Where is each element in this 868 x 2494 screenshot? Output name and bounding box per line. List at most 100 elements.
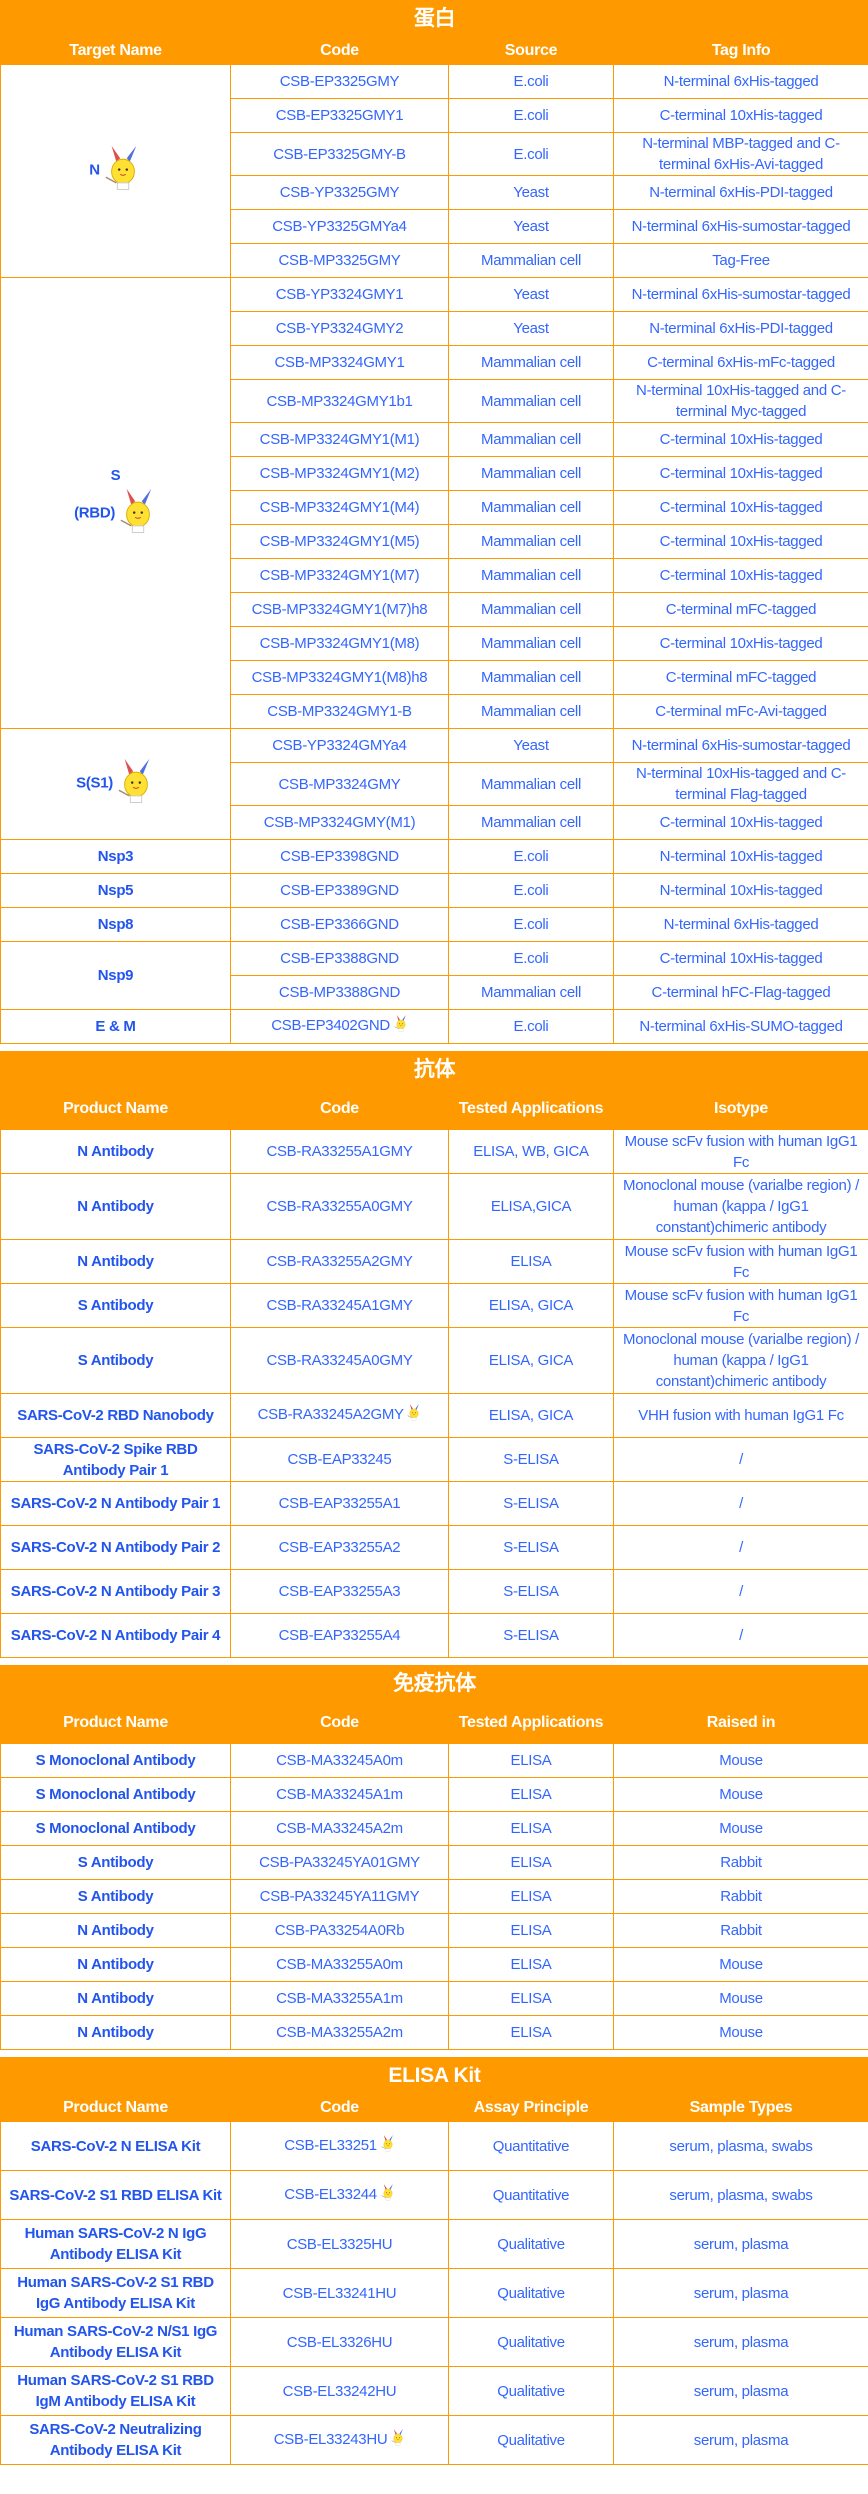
product-name-cell[interactable]: SARS-CoV-2 N Antibody Pair 3 [0, 1569, 231, 1614]
code[interactable]: CSB-EL33242HU [282, 2382, 397, 2400]
code[interactable]: CSB-RA33245A1GMY [266, 1297, 413, 1314]
code[interactable]: CSB-PA33245YA01GMY [259, 1854, 420, 1871]
code-cell[interactable]: CSB-EL33244 [230, 2170, 449, 2220]
code[interactable]: CSB-MP3324GMY(M1) [263, 814, 416, 831]
code-cell[interactable]: CSB-EP3388GND [230, 941, 449, 976]
product-name-cell[interactable]: SARS-CoV-2 Neutralizing Antibody ELISA K… [0, 2415, 231, 2465]
code[interactable]: CSB-RA33255A2GMY [266, 1253, 413, 1270]
code-cell[interactable]: CSB-MP3324GMY(M1) [230, 805, 449, 840]
code[interactable]: CSB-MP3324GMY1-B [267, 703, 412, 720]
code-cell[interactable]: CSB-EAP33255A4 [230, 1613, 449, 1658]
code[interactable]: CSB-EP3388GND [280, 950, 399, 967]
code-cell[interactable]: CSB-EP3366GND [230, 907, 449, 942]
product-name[interactable]: SARS-CoV-2 N Antibody Pair 3 [10, 1583, 221, 1600]
code-cell[interactable]: CSB-YP3324GMY1 [230, 277, 449, 312]
code-cell[interactable]: CSB-PA33254A0Rb [230, 1913, 449, 1948]
code-cell[interactable]: CSB-EP3402GND [230, 1009, 449, 1044]
code[interactable]: CSB-YP3324GMY2 [275, 320, 404, 337]
code[interactable]: CSB-MP3324GMY1(M8) [259, 635, 420, 652]
code-cell[interactable]: CSB-EAP33255A3 [230, 1569, 449, 1614]
product-name-cell[interactable]: N Antibody [0, 2015, 231, 2050]
code-cell[interactable]: CSB-MP3388GND [230, 975, 449, 1010]
product-name-cell[interactable]: S Antibody [0, 1283, 231, 1328]
code-cell[interactable]: CSB-MP3324GMY1(M2) [230, 456, 449, 491]
code-cell[interactable]: CSB-YP3324GMY2 [230, 311, 449, 346]
code[interactable]: CSB-YP3324GMY1 [275, 286, 404, 303]
product-name[interactable]: S Monoclonal Antibody [35, 1786, 196, 1803]
code[interactable]: CSB-MP3324GMY1(M7) [259, 567, 420, 584]
code[interactable]: CSB-EL3326HU [286, 2333, 393, 2351]
product-name-cell[interactable]: SARS-CoV-2 Spike RBD Antibody Pair 1 [0, 1437, 231, 1482]
product-name-cell[interactable]: N Antibody [0, 1981, 231, 2016]
product-name-cell[interactable]: SARS-CoV-2 S1 RBD ELISA Kit [0, 2170, 231, 2220]
product-name[interactable]: SARS-CoV-2 RBD Nanobody [17, 1407, 214, 1424]
code-cell[interactable]: CSB-MP3324GMY1(M4) [230, 490, 449, 525]
product-name-cell[interactable]: SARS-CoV-2 N Antibody Pair 1 [0, 1481, 231, 1526]
product-name[interactable]: S Monoclonal Antibody [35, 1820, 196, 1837]
product-name[interactable]: Human SARS-CoV-2 S1 RBD IgG Antibody ELI… [17, 2274, 214, 2312]
product-name[interactable]: N Antibody [77, 1253, 154, 1270]
product-name[interactable]: SARS-CoV-2 S1 RBD ELISA Kit [9, 2186, 222, 2204]
product-name-cell[interactable]: S Antibody [0, 1845, 231, 1880]
product-name[interactable]: S Monoclonal Antibody [35, 1752, 196, 1769]
code-cell[interactable]: CSB-PA33245YA11GMY [230, 1879, 449, 1914]
code[interactable]: CSB-EL3325HU [286, 2235, 393, 2253]
code-cell[interactable]: CSB-YP3324GMYa4 [230, 728, 449, 763]
product-name[interactable]: SARS-CoV-2 Spike RBD Antibody Pair 1 [33, 1440, 198, 1479]
product-name-cell[interactable]: N Antibody [0, 1173, 231, 1240]
code[interactable]: CSB-EAP33255A1 [278, 1495, 401, 1512]
code[interactable]: CSB-MA33255A2m [276, 2024, 403, 2041]
product-name-cell[interactable]: S Antibody [0, 1879, 231, 1914]
product-name[interactable]: N Antibody [77, 2024, 154, 2041]
product-name-cell[interactable]: N Antibody [0, 1129, 231, 1174]
code[interactable]: CSB-MA33245A2m [276, 1820, 403, 1837]
code-cell[interactable]: CSB-RA33255A0GMY [230, 1173, 449, 1240]
code-cell[interactable]: CSB-EP3325GMY1 [230, 98, 449, 133]
product-name[interactable]: N Antibody [77, 1143, 154, 1160]
product-name-cell[interactable]: Human SARS-CoV-2 N/S1 IgG Antibody ELISA… [0, 2317, 231, 2367]
code[interactable]: CSB-MA33255A1m [276, 1990, 403, 2007]
code[interactable]: CSB-MP3324GMY1(M1) [259, 431, 420, 448]
code-cell[interactable]: CSB-EAP33255A1 [230, 1481, 449, 1526]
product-name[interactable]: N Antibody [77, 1922, 154, 1939]
product-name[interactable]: SARS-CoV-2 N Antibody Pair 4 [10, 1627, 221, 1644]
code-cell[interactable]: CSB-RA33245A2GMY [230, 1393, 449, 1438]
product-name-cell[interactable]: SARS-CoV-2 N Antibody Pair 2 [0, 1525, 231, 1570]
code-cell[interactable]: CSB-MA33245A1m [230, 1777, 449, 1812]
product-name-cell[interactable]: Human SARS-CoV-2 N IgG Antibody ELISA Ki… [0, 2219, 231, 2269]
code-cell[interactable]: CSB-MP3324GMY1(M7)h8 [230, 592, 449, 627]
code[interactable]: CSB-YP3324GMYa4 [272, 737, 407, 754]
product-name-cell[interactable]: S Antibody [0, 1327, 231, 1394]
code[interactable]: CSB-RA33245A0GMY [266, 1352, 413, 1369]
code[interactable]: CSB-EL33244 [284, 2185, 377, 2203]
code-cell[interactable]: CSB-EL33242HU [230, 2366, 449, 2416]
code-cell[interactable]: CSB-MP3324GMY1(M8)h8 [230, 660, 449, 695]
code[interactable]: CSB-EAP33255A3 [278, 1583, 401, 1600]
code-cell[interactable]: CSB-EL3326HU [230, 2317, 449, 2367]
code[interactable]: CSB-RA33255A0GMY [266, 1198, 413, 1215]
code[interactable]: CSB-MP3324GMY1(M8)h8 [251, 669, 428, 686]
code-cell[interactable]: CSB-MA33245A0m [230, 1743, 449, 1778]
code[interactable]: CSB-EAP33255A2 [278, 1539, 401, 1556]
product-name-cell[interactable]: Human SARS-CoV-2 S1 RBD IgM Antibody ELI… [0, 2366, 231, 2416]
code-cell[interactable]: CSB-MP3325GMY [230, 243, 449, 278]
product-name-cell[interactable]: N Antibody [0, 1947, 231, 1982]
code[interactable]: CSB-YP3325GMY [279, 184, 400, 201]
code-cell[interactable]: CSB-RA33245A1GMY [230, 1283, 449, 1328]
product-name[interactable]: SARS-CoV-2 N Antibody Pair 1 [10, 1495, 221, 1512]
product-name[interactable]: Human SARS-CoV-2 N IgG Antibody ELISA Ki… [24, 2225, 207, 2263]
code[interactable]: CSB-MA33245A1m [276, 1786, 403, 1803]
code-cell[interactable]: CSB-MA33255A1m [230, 1981, 449, 2016]
code-cell[interactable]: CSB-YP3325GMY [230, 175, 449, 210]
code-cell[interactable]: CSB-MP3324GMY1(M7) [230, 558, 449, 593]
code[interactable]: CSB-EP3366GND [280, 916, 399, 933]
code[interactable]: CSB-EP3325GMY1 [275, 107, 404, 124]
code-cell[interactable]: CSB-PA33245YA01GMY [230, 1845, 449, 1880]
code[interactable]: CSB-MP3388GND [278, 984, 401, 1001]
product-name[interactable]: S Antibody [77, 1854, 154, 1871]
product-name[interactable]: Human SARS-CoV-2 N/S1 IgG Antibody ELISA… [13, 2323, 218, 2361]
code-cell[interactable]: CSB-RA33255A2GMY [230, 1239, 449, 1284]
product-name[interactable]: N Antibody [77, 1198, 154, 1215]
code[interactable]: CSB-MP3325GMY [278, 252, 401, 269]
product-name-cell[interactable]: S Monoclonal Antibody [0, 1743, 231, 1778]
